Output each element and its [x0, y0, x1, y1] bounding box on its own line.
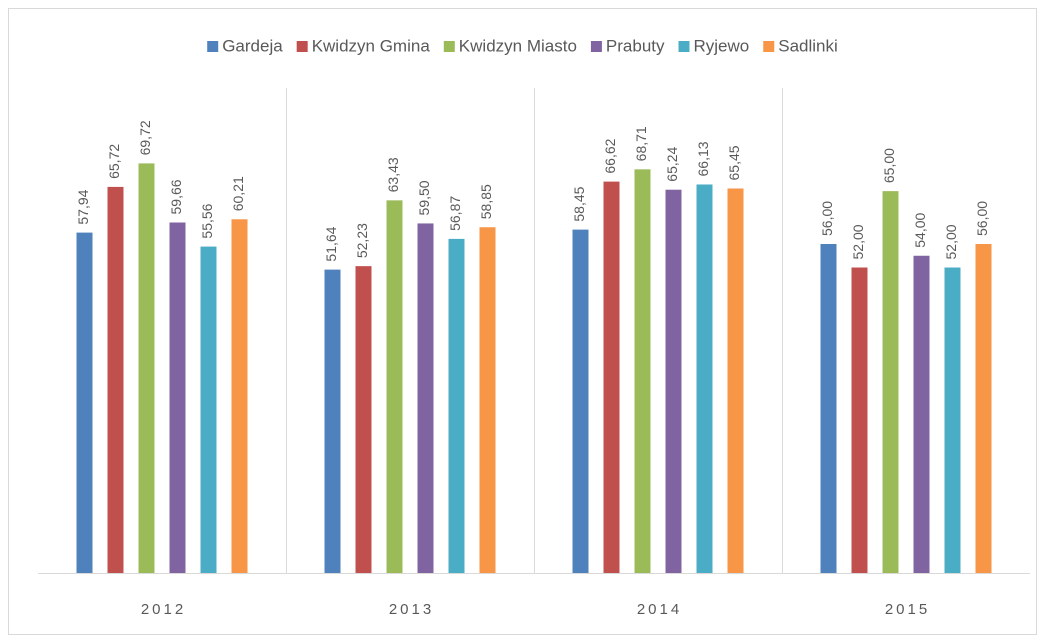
value-label: 69,72 — [137, 120, 153, 155]
value-label: 65,45 — [726, 145, 742, 180]
legend-swatch — [678, 41, 690, 52]
value-label: 56,87 — [447, 196, 463, 231]
legend-label: Kwidzyn Gmina — [312, 36, 431, 55]
value-label: 52,00 — [850, 224, 866, 259]
bar — [107, 186, 124, 573]
value-label: 54,00 — [912, 213, 928, 248]
value-label: 52,23 — [354, 223, 370, 258]
legend-swatch — [443, 41, 455, 52]
bar — [355, 266, 372, 573]
bar — [944, 267, 961, 573]
value-label: 65,24 — [664, 146, 680, 181]
bar — [448, 238, 465, 574]
value-label: 57,94 — [75, 189, 91, 224]
legend-swatch — [763, 41, 775, 52]
legend-label: Ryjewo — [694, 36, 750, 55]
bar — [696, 184, 713, 573]
value-label: 68,71 — [633, 126, 649, 161]
x-tick-label: 2014 — [637, 601, 682, 618]
x-tick-label: 2012 — [141, 601, 186, 618]
value-label: 52,00 — [943, 224, 959, 259]
chart-border — [8, 8, 1037, 635]
bar — [169, 222, 186, 573]
bar — [634, 169, 651, 574]
value-label: 55,56 — [199, 203, 215, 238]
bar — [572, 229, 589, 573]
bar — [138, 163, 155, 573]
value-label: 51,64 — [323, 226, 339, 261]
value-label: 56,00 — [974, 201, 990, 236]
value-label: 56,00 — [819, 201, 835, 236]
bar — [200, 246, 217, 573]
value-label: 66,62 — [602, 138, 618, 173]
bar — [386, 200, 403, 573]
value-label: 65,72 — [106, 144, 122, 179]
x-tick-label: 2015 — [885, 601, 930, 618]
bar — [851, 267, 868, 573]
value-label: 58,45 — [571, 186, 587, 221]
legend-label: Prabuty — [606, 36, 665, 55]
legend-swatch — [296, 41, 308, 52]
value-label: 59,50 — [416, 180, 432, 215]
bar — [665, 189, 682, 573]
bar — [324, 269, 341, 573]
bar — [913, 255, 930, 573]
x-tick-label: 2013 — [389, 601, 434, 618]
bar — [820, 244, 837, 573]
bar — [603, 181, 620, 574]
bar — [76, 232, 93, 574]
bar — [727, 188, 744, 573]
bar — [231, 219, 248, 574]
value-label: 66,13 — [695, 141, 711, 176]
bar — [479, 227, 496, 573]
value-label: 60,21 — [230, 176, 246, 211]
bar — [417, 223, 434, 573]
legend-swatch — [207, 41, 219, 52]
legend-swatch — [590, 41, 602, 52]
legend-label: Gardeja — [222, 36, 283, 55]
value-label: 58,85 — [478, 184, 494, 219]
bar — [975, 244, 992, 573]
value-label: 65,00 — [881, 148, 897, 183]
bar — [882, 191, 899, 573]
value-label: 63,43 — [385, 157, 401, 192]
legend-label: Sadlinki — [778, 36, 838, 55]
value-label: 59,66 — [168, 179, 184, 214]
legend-label: Kwidzyn Miasto — [459, 36, 577, 55]
